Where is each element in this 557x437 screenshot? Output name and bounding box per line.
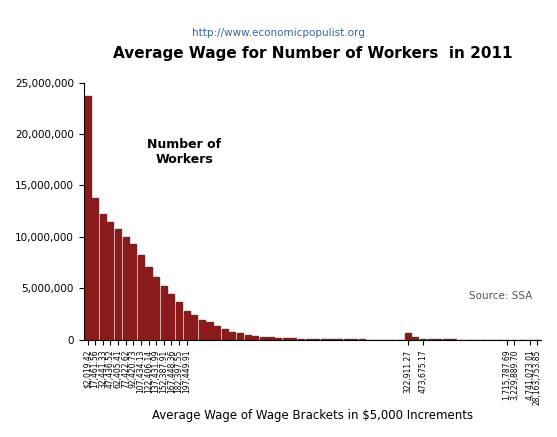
Bar — [275, 338, 281, 340]
X-axis label: Average Wage of Wage Brackets in $5,000 Increments: Average Wage of Wage Brackets in $5,000 … — [152, 409, 473, 422]
Bar — [100, 214, 106, 340]
Bar — [207, 322, 213, 340]
Bar — [130, 244, 136, 340]
Bar — [290, 338, 296, 340]
Bar — [138, 255, 144, 340]
Title: Average Wage for Number of Workers  in 2011: Average Wage for Number of Workers in 20… — [113, 45, 512, 61]
Bar — [145, 267, 152, 340]
Bar — [298, 339, 304, 340]
Bar — [123, 237, 129, 340]
Bar — [404, 333, 411, 340]
Bar — [435, 339, 441, 340]
Bar — [108, 222, 114, 340]
Text: Number of
Workers: Number of Workers — [147, 138, 221, 166]
Bar — [153, 277, 159, 340]
Bar — [412, 336, 418, 340]
Bar — [199, 320, 205, 340]
Bar — [168, 295, 174, 340]
Bar — [184, 312, 190, 340]
Bar — [252, 336, 258, 340]
Bar — [85, 96, 91, 340]
Bar — [191, 315, 197, 340]
Bar — [313, 339, 319, 340]
Bar — [115, 229, 121, 340]
Bar — [283, 338, 289, 340]
Bar — [176, 302, 182, 340]
Bar — [428, 339, 433, 340]
Bar — [92, 198, 98, 340]
Bar — [222, 329, 228, 340]
Bar — [161, 286, 167, 340]
Bar — [306, 339, 312, 340]
Bar — [214, 326, 220, 340]
Bar — [420, 339, 426, 340]
Bar — [329, 339, 335, 340]
Bar — [237, 333, 243, 340]
Bar — [245, 335, 251, 340]
Bar — [321, 339, 327, 340]
Bar — [260, 337, 266, 340]
Text: http://www.economicpopulist.org: http://www.economicpopulist.org — [192, 28, 365, 38]
Bar — [229, 332, 236, 340]
Text: Source: SSA: Source: SSA — [468, 291, 532, 301]
Bar — [267, 337, 273, 340]
